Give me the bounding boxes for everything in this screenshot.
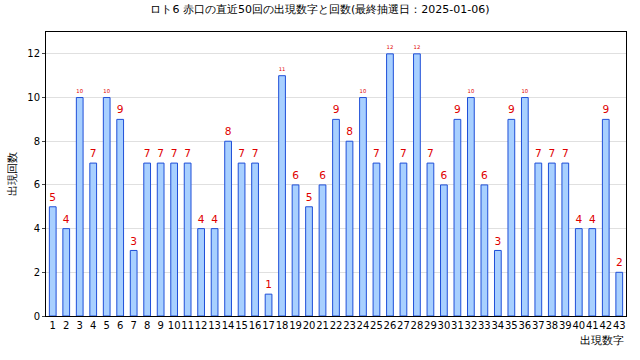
svg-text:21: 21	[316, 320, 329, 331]
svg-text:9: 9	[508, 103, 515, 115]
svg-text:7: 7	[238, 147, 245, 159]
svg-text:5: 5	[49, 191, 56, 203]
svg-text:10: 10	[103, 88, 110, 94]
svg-text:出現数字: 出現数字	[580, 334, 624, 347]
svg-text:13: 13	[208, 320, 221, 331]
svg-text:4: 4	[198, 213, 205, 225]
svg-text:26: 26	[384, 320, 397, 331]
svg-text:7: 7	[144, 147, 151, 159]
svg-text:19: 19	[289, 320, 302, 331]
svg-text:10: 10	[27, 92, 40, 103]
svg-text:14: 14	[222, 320, 235, 331]
svg-text:9: 9	[602, 103, 609, 115]
svg-text:12: 12	[195, 320, 208, 331]
svg-text:23: 23	[343, 320, 356, 331]
svg-text:7: 7	[90, 147, 97, 159]
svg-text:31: 31	[451, 320, 464, 331]
svg-text:10: 10	[521, 88, 528, 94]
svg-text:20: 20	[303, 320, 316, 331]
svg-text:12: 12	[27, 48, 40, 59]
svg-text:9: 9	[117, 103, 124, 115]
svg-text:8: 8	[144, 320, 150, 331]
svg-text:17: 17	[262, 320, 275, 331]
svg-text:10: 10	[360, 88, 367, 94]
svg-text:25: 25	[370, 320, 383, 331]
svg-text:36: 36	[518, 320, 531, 331]
svg-text:16: 16	[249, 320, 262, 331]
svg-text:8: 8	[225, 125, 232, 137]
svg-text:7: 7	[157, 147, 164, 159]
svg-text:4: 4	[589, 213, 596, 225]
svg-text:7: 7	[562, 147, 569, 159]
svg-text:9: 9	[333, 103, 340, 115]
svg-text:11: 11	[279, 66, 286, 72]
svg-text:28: 28	[411, 320, 424, 331]
svg-text:7: 7	[252, 147, 259, 159]
svg-text:11: 11	[181, 320, 194, 331]
svg-text:6: 6	[292, 169, 299, 181]
svg-text:43: 43	[613, 320, 626, 331]
svg-text:7: 7	[184, 147, 191, 159]
svg-text:7: 7	[171, 147, 178, 159]
svg-text:4: 4	[211, 213, 218, 225]
svg-text:7: 7	[535, 147, 542, 159]
svg-text:7: 7	[400, 147, 407, 159]
svg-text:12: 12	[387, 44, 394, 50]
svg-text:5: 5	[104, 320, 110, 331]
svg-text:29: 29	[424, 320, 437, 331]
svg-text:41: 41	[586, 320, 599, 331]
svg-text:27: 27	[397, 320, 410, 331]
svg-text:9: 9	[157, 320, 163, 331]
svg-text:7: 7	[130, 320, 136, 331]
svg-text:12: 12	[414, 44, 421, 50]
svg-text:6: 6	[481, 169, 488, 181]
svg-text:3: 3	[494, 235, 501, 247]
svg-text:0: 0	[34, 311, 40, 322]
svg-text:ロト6 赤口の直近50回の出現数字と回数(最終抽選日：202: ロト6 赤口の直近50回の出現数字と回数(最終抽選日：2025-01-06)	[150, 3, 489, 16]
svg-text:38: 38	[545, 320, 558, 331]
svg-text:30: 30	[438, 320, 451, 331]
svg-text:7: 7	[427, 147, 434, 159]
svg-text:15: 15	[235, 320, 248, 331]
svg-text:3: 3	[77, 320, 83, 331]
svg-text:5: 5	[306, 191, 313, 203]
svg-text:9: 9	[454, 103, 461, 115]
svg-text:32: 32	[465, 320, 478, 331]
svg-text:10: 10	[468, 88, 475, 94]
svg-text:6: 6	[441, 169, 448, 181]
svg-text:10: 10	[168, 320, 181, 331]
svg-text:6: 6	[117, 320, 123, 331]
svg-text:2: 2	[63, 320, 69, 331]
svg-text:出現回数: 出現回数	[6, 152, 19, 196]
svg-text:22: 22	[330, 320, 343, 331]
svg-text:39: 39	[559, 320, 572, 331]
svg-text:2: 2	[34, 267, 40, 278]
svg-text:34: 34	[491, 320, 504, 331]
svg-text:33: 33	[478, 320, 491, 331]
svg-text:1: 1	[265, 278, 272, 290]
svg-text:4: 4	[575, 213, 582, 225]
svg-text:6: 6	[34, 179, 40, 190]
svg-text:8: 8	[346, 125, 353, 137]
svg-text:2: 2	[616, 256, 623, 268]
svg-text:7: 7	[373, 147, 380, 159]
svg-text:18: 18	[276, 320, 289, 331]
svg-text:40: 40	[572, 320, 585, 331]
svg-text:3: 3	[130, 235, 137, 247]
svg-text:4: 4	[90, 320, 96, 331]
svg-text:8: 8	[34, 136, 40, 147]
svg-text:24: 24	[357, 320, 370, 331]
svg-text:4: 4	[34, 223, 40, 234]
svg-text:35: 35	[505, 320, 518, 331]
svg-text:42: 42	[599, 320, 612, 331]
svg-text:4: 4	[63, 213, 70, 225]
svg-text:10: 10	[76, 88, 83, 94]
svg-text:7: 7	[548, 147, 555, 159]
svg-text:37: 37	[532, 320, 545, 331]
svg-text:6: 6	[319, 169, 326, 181]
svg-text:1: 1	[50, 320, 56, 331]
